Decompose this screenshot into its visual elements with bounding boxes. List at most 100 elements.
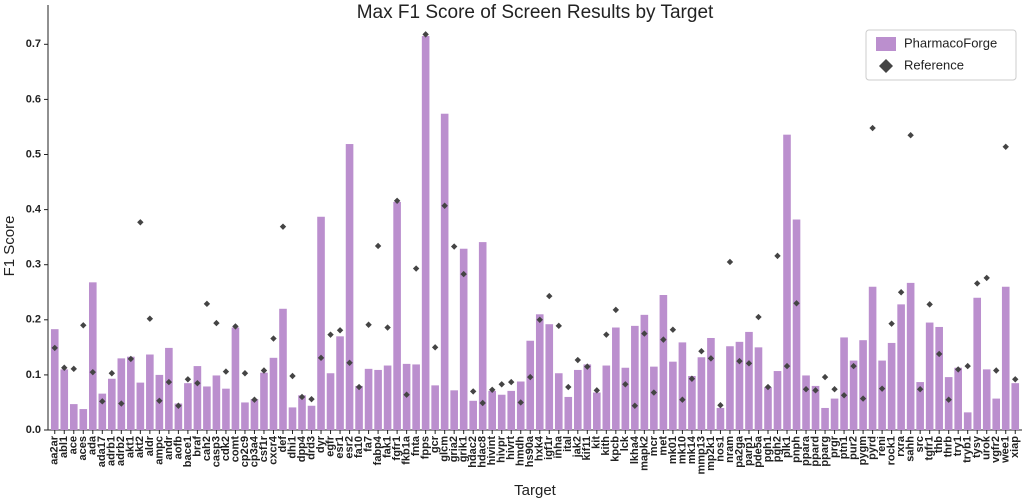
- x-tick-label: rxra: [895, 435, 907, 457]
- reference-marker: [907, 132, 914, 139]
- x-tick-label: ppara: [800, 435, 812, 466]
- bar: [925, 322, 934, 430]
- bar: [954, 367, 962, 430]
- y-tick-label: 0.4: [26, 204, 42, 216]
- reference-marker: [736, 357, 743, 365]
- bar: [260, 372, 268, 430]
- reference-marker: [679, 396, 686, 403]
- bar: [935, 326, 943, 430]
- bar: [165, 347, 173, 430]
- bar: [231, 327, 240, 430]
- x-tick-label: esr2: [343, 436, 355, 459]
- reference-marker: [422, 31, 429, 38]
- x-tick-label: tgfr1: [924, 436, 936, 460]
- bar: [355, 385, 363, 430]
- x-tick-label: src: [914, 436, 926, 453]
- x-tick-label: cdk2: [220, 436, 232, 461]
- reference-marker: [555, 322, 562, 330]
- bar: [326, 373, 335, 430]
- reference-marker: [517, 399, 524, 406]
- reference-marker: [869, 124, 876, 132]
- reference-marker: [118, 400, 125, 407]
- x-tick-label: lck: [619, 435, 631, 451]
- reference-marker: [584, 363, 591, 370]
- bar: [992, 398, 1001, 430]
- bar: [117, 358, 126, 430]
- bar: [707, 337, 715, 430]
- legend: PharmacoForge Reference: [865, 29, 1017, 81]
- reference-marker: [270, 335, 277, 342]
- reference-marker: [688, 375, 696, 382]
- x-tick-label: plk1: [781, 436, 793, 458]
- reference-marker: [574, 356, 581, 364]
- x-tick-label: ada: [87, 435, 99, 455]
- reference-marker: [450, 243, 458, 250]
- bar: [374, 369, 382, 430]
- reference-marker: [812, 387, 819, 394]
- reference-marker: [916, 386, 924, 393]
- x-tick-label: hivrt: [505, 436, 517, 460]
- bar: [859, 340, 867, 430]
- reference-marker: [241, 370, 249, 377]
- x-tick-label: akt1: [125, 436, 137, 458]
- reference-marker: [194, 379, 201, 387]
- x-tick-label: hdac2: [467, 436, 479, 468]
- bar: [1001, 286, 1010, 430]
- reference-marker: [954, 366, 962, 373]
- bar: [754, 347, 763, 430]
- x-tick-label: parp1: [743, 436, 755, 466]
- bar: [916, 382, 924, 430]
- legend-label: PharmacoForge: [904, 35, 997, 50]
- y-tick-label: 0.1: [26, 369, 41, 381]
- bar: [127, 356, 135, 430]
- x-tick-label: tysy: [971, 435, 983, 458]
- bar: [488, 390, 497, 430]
- reference-marker: [260, 367, 268, 374]
- y-tick-label: 0.0: [26, 424, 41, 436]
- x-tick-label: fa7: [362, 436, 374, 452]
- x-tick-label: fgfr1: [391, 436, 403, 460]
- reference-marker: [945, 396, 952, 403]
- reference-marker: [831, 386, 838, 393]
- legend-swatch: [876, 37, 896, 51]
- bar: [440, 113, 449, 431]
- x-tick-label: esr1: [334, 436, 346, 459]
- bar: [764, 387, 772, 430]
- bar: [50, 329, 59, 430]
- x-tick-label: csf1r: [258, 435, 270, 462]
- reference-marker: [80, 322, 87, 329]
- x-tick-label: hmdh: [515, 436, 527, 466]
- bar: [612, 327, 620, 430]
- reference-marker: [498, 381, 505, 388]
- legend-swatch: [879, 59, 893, 73]
- reference-marker: [603, 331, 610, 338]
- bar: [317, 216, 325, 430]
- y-tick-label: 0.3: [26, 259, 41, 271]
- x-tick-label: dpp4: [296, 435, 308, 462]
- reference-marker: [783, 362, 791, 370]
- x-tick-label: pyrd: [867, 436, 879, 460]
- reference-marker: [717, 402, 724, 409]
- x-tick-label: xiap: [1009, 436, 1021, 458]
- reference-marker: [384, 324, 391, 331]
- reference-marker: [431, 344, 439, 351]
- reference-marker: [99, 398, 106, 405]
- bar: [69, 404, 78, 430]
- reference-marker: [878, 385, 886, 392]
- reference-marker: [232, 323, 239, 330]
- x-tick-label: pa2ga: [733, 435, 745, 468]
- reference-marker: [108, 370, 116, 377]
- bar: [554, 373, 563, 430]
- x-tick-label: pgh1: [762, 436, 774, 462]
- x-tick-label: cp2c9: [239, 436, 251, 467]
- bar: [412, 364, 420, 430]
- reference-marker: [755, 313, 762, 321]
- x-tick-label: hivpr: [496, 435, 508, 463]
- bar: [564, 396, 573, 430]
- reference-marker: [726, 258, 734, 266]
- x-tick-label: thb: [933, 436, 945, 453]
- x-tick-label: pde5a: [752, 435, 764, 468]
- bar: [830, 398, 839, 430]
- reference-marker: [336, 327, 344, 334]
- x-tick-label: fabp4: [372, 435, 384, 465]
